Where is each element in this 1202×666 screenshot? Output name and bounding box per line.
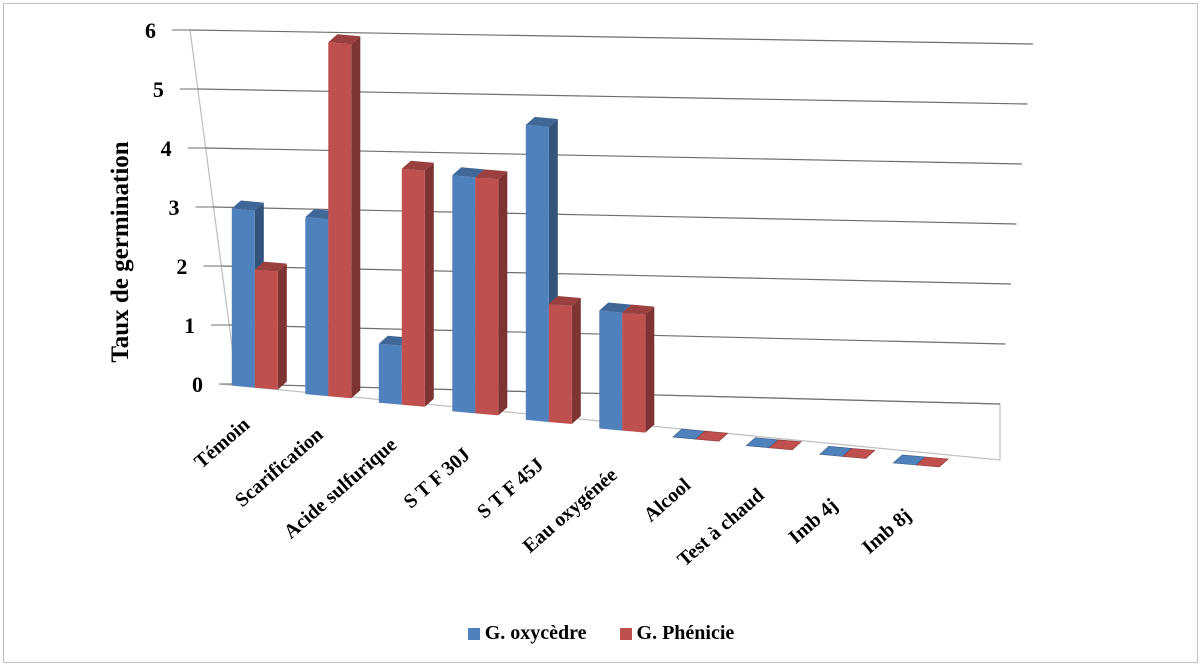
back-wall: [190, 30, 1033, 404]
bar-front: [305, 217, 329, 397]
bar-phenicie: [548, 296, 581, 424]
bar-front: [254, 269, 278, 390]
bar-side: [645, 306, 655, 433]
bar-front: [231, 208, 255, 388]
legend-label-phenicie: G. Phénicie: [636, 622, 735, 644]
bar-top: [622, 304, 655, 315]
bar-phenicie: [622, 304, 655, 433]
bar-side: [498, 171, 508, 416]
y-tick-label: 3: [169, 195, 180, 220]
bar-front: [525, 124, 549, 423]
bar-flat: [842, 448, 876, 459]
x-tick-label: Témoin: [190, 413, 254, 473]
x-tick-label: Test à chaud: [673, 484, 768, 571]
x-tick-label: S T F 30J: [400, 444, 475, 513]
bar-top: [254, 261, 287, 272]
bar-side: [277, 263, 287, 390]
bar-flat: [768, 439, 803, 451]
bar-front: [452, 175, 476, 414]
bar-top: [328, 34, 361, 45]
legend-swatch-phenicie: [619, 627, 632, 640]
bar-phenicie: [475, 169, 508, 416]
bar-side: [424, 162, 434, 407]
bar-side: [351, 36, 361, 399]
bar-side: [571, 298, 581, 424]
bar-top: [231, 200, 264, 211]
bar-flat: [695, 430, 729, 442]
bar-front: [548, 304, 572, 424]
y-tick-label: 1: [184, 313, 195, 338]
x-tick-label: Alcool: [640, 474, 696, 527]
bar-phenicie: [768, 439, 803, 451]
bar-front: [622, 312, 646, 433]
bar-phenicie: [401, 160, 434, 407]
y-tick-label: 0: [192, 372, 203, 397]
bar-top: [401, 160, 434, 171]
bar-top: [599, 302, 632, 313]
y-tick-label: 5: [153, 77, 164, 102]
x-tick-label: S T F 45J: [473, 454, 548, 523]
gridline: [189, 29, 1034, 45]
x-tick-label: Imb 8j: [858, 504, 916, 558]
legend-swatch-oxycedre: [467, 627, 480, 640]
bars: [231, 34, 950, 468]
bar-front: [378, 343, 402, 405]
legend: G. oxycèdre G. Phénicie: [0, 622, 1202, 646]
bar-front: [401, 168, 425, 407]
bar-top: [452, 167, 485, 178]
bar-front: [328, 42, 352, 399]
bar-front: [475, 177, 499, 416]
y-tick-label: 4: [161, 136, 172, 161]
y-tick-label: 6: [145, 18, 156, 43]
bar-phenicie: [695, 430, 729, 442]
bar-phenicie: [842, 448, 876, 459]
y-axis-label: Taux de germination: [107, 141, 134, 362]
bar-top: [548, 296, 581, 306]
bar-top: [475, 169, 508, 180]
bar-phenicie: [254, 261, 287, 390]
bar-front: [599, 310, 623, 431]
legend-label-oxycedre: G. oxycèdre: [484, 622, 587, 644]
y-tick-labels: 0 1 2 3 4 5 6: [145, 18, 203, 397]
legend-item-phenicie: G. Phénicie: [619, 622, 735, 645]
bar-phenicie: [915, 456, 950, 468]
x-tick-label: Imb 4j: [784, 494, 842, 548]
bar-flat: [915, 456, 950, 468]
legend-item-oxycedre: G. oxycèdre: [467, 622, 587, 645]
y-tick-label: 2: [176, 254, 187, 279]
bar-phenicie: [328, 34, 361, 399]
bar-top: [525, 116, 558, 127]
